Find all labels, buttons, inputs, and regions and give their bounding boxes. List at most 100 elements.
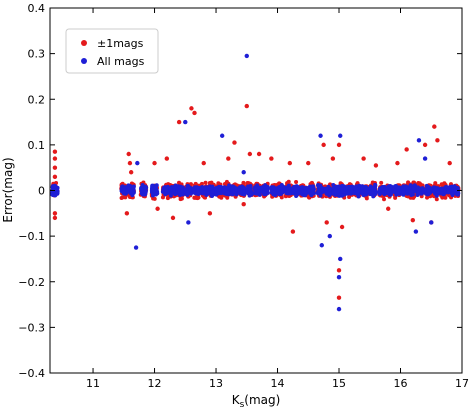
point-series-1 [324, 220, 329, 225]
x-tick-label: 14 [271, 377, 285, 390]
point-series-1 [336, 142, 342, 148]
point-series-1 [241, 180, 246, 185]
y-tick-label: 0.2 [28, 93, 46, 106]
point-series-1 [361, 156, 366, 161]
point-series-1 [432, 124, 437, 129]
point-series-1 [128, 170, 134, 175]
point-series-2 [219, 133, 225, 138]
x-tick-label: 12 [148, 377, 162, 390]
point-series-2 [303, 190, 308, 195]
point-series-1 [443, 195, 448, 200]
point-series-1 [379, 180, 384, 185]
point-series-2 [133, 245, 139, 250]
point-series-2 [186, 220, 191, 225]
point-series-2 [129, 189, 134, 194]
point-series-2 [180, 189, 185, 194]
point-series-1 [373, 163, 379, 168]
point-series-1 [410, 217, 416, 223]
point-series-1 [269, 156, 274, 161]
point-series-2 [439, 188, 444, 193]
point-series-2 [150, 187, 155, 192]
point-series-2 [446, 190, 451, 195]
point-series-2 [143, 189, 148, 194]
point-series-2 [241, 170, 246, 175]
point-series-2 [348, 186, 353, 191]
point-series-2 [153, 192, 158, 197]
point-series-2 [185, 190, 190, 195]
point-series-2 [141, 192, 146, 197]
point-series-2 [413, 229, 419, 234]
point-series-2 [380, 186, 385, 191]
point-series-2 [336, 306, 342, 312]
y-tick-label: 0.4 [28, 2, 46, 15]
point-series-1 [226, 156, 231, 161]
point-series-2 [317, 190, 322, 195]
point-series-2 [177, 189, 182, 194]
point-series-2 [288, 191, 293, 196]
point-series-2 [153, 185, 158, 190]
point-series-2 [242, 185, 247, 190]
y-tick-label: −0.2 [18, 276, 45, 289]
point-series-2 [389, 184, 394, 189]
point-series-1 [435, 138, 440, 143]
point-series-1 [393, 195, 398, 200]
point-series-2 [256, 189, 261, 194]
point-series-2 [345, 185, 350, 190]
point-series-1 [290, 229, 296, 234]
point-series-2 [340, 189, 345, 194]
legend-label-series-1: ±1mags [97, 37, 144, 50]
y-tick-label: −0.4 [18, 367, 45, 380]
point-series-1 [152, 196, 157, 201]
point-series-2 [324, 186, 329, 191]
point-series-1 [287, 160, 293, 166]
point-series-1 [404, 147, 409, 152]
point-series-2 [247, 187, 252, 192]
point-series-1 [321, 142, 326, 148]
point-series-1 [241, 201, 246, 207]
point-series-2 [265, 184, 270, 189]
point-series-2 [332, 190, 337, 195]
point-series-2 [244, 53, 249, 59]
y-axis: 0.4 0.3 0.2 0.1 0 −0.1 −0.2 −0.3 −0.4 [18, 2, 462, 380]
point-series-2 [310, 191, 315, 196]
point-series-2 [169, 191, 174, 196]
point-series-2 [196, 190, 201, 195]
point-series-2 [253, 187, 258, 192]
point-series-1 [306, 160, 311, 166]
x-axis: 11 12 13 14 15 16 17 [86, 8, 469, 390]
point-series-2 [416, 138, 422, 143]
point-series-2 [168, 186, 173, 191]
point-series-2 [203, 190, 208, 195]
point-series-2 [355, 190, 360, 195]
point-series-1 [256, 151, 262, 157]
point-series-1 [152, 160, 157, 166]
point-series-1 [395, 160, 400, 166]
point-series-1 [127, 160, 133, 166]
point-series-2 [318, 193, 323, 198]
point-series-2 [373, 182, 378, 187]
point-series-1 [52, 156, 58, 161]
point-series-2 [270, 186, 275, 191]
point-series-2 [279, 190, 284, 195]
point-series-1 [336, 295, 342, 300]
legend-box [65, 28, 159, 74]
point-series-1 [52, 211, 58, 216]
point-series-1 [347, 195, 352, 200]
point-series-2 [435, 190, 440, 195]
point-series-1 [232, 140, 237, 145]
point-series-1 [176, 119, 182, 125]
point-series-2 [199, 189, 204, 194]
x-tick-label: 16 [394, 377, 408, 390]
point-series-2 [262, 190, 267, 195]
point-series-2 [426, 189, 431, 194]
point-series-2 [121, 186, 126, 191]
point-series-2 [415, 190, 420, 195]
point-series-2 [164, 188, 169, 193]
point-series-2 [242, 192, 247, 197]
point-series-1 [52, 174, 58, 180]
point-series-2 [246, 184, 251, 189]
point-series-1 [207, 211, 213, 216]
point-series-2 [293, 187, 298, 192]
point-series-2 [422, 156, 428, 161]
